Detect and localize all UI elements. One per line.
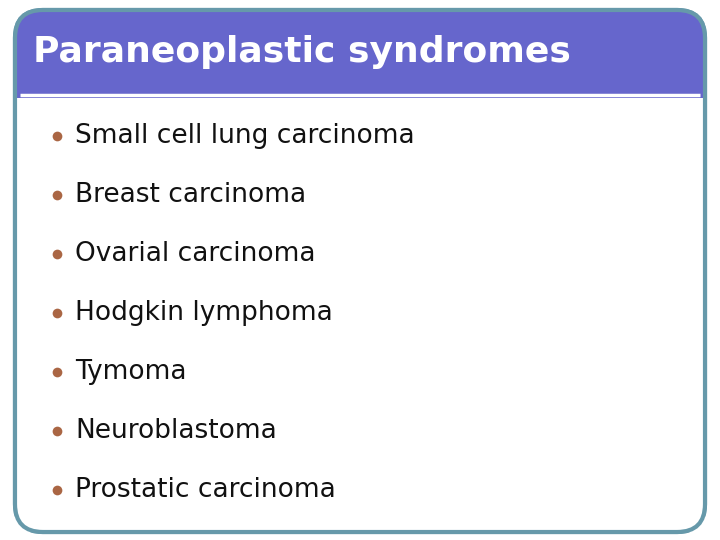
FancyBboxPatch shape xyxy=(15,10,705,532)
Text: Hodgkin lymphoma: Hodgkin lymphoma xyxy=(75,300,333,326)
Text: Breast carcinoma: Breast carcinoma xyxy=(75,182,306,208)
Text: Neuroblastoma: Neuroblastoma xyxy=(75,418,276,444)
Text: Prostatic carcinoma: Prostatic carcinoma xyxy=(75,477,336,503)
Bar xyxy=(15,98,705,532)
Text: Ovarial carcinoma: Ovarial carcinoma xyxy=(75,241,315,267)
Text: Tymoma: Tymoma xyxy=(75,359,186,385)
Text: Small cell lung carcinoma: Small cell lung carcinoma xyxy=(75,123,415,148)
FancyBboxPatch shape xyxy=(15,10,705,532)
Text: Paraneoplastic syndromes: Paraneoplastic syndromes xyxy=(33,35,571,69)
